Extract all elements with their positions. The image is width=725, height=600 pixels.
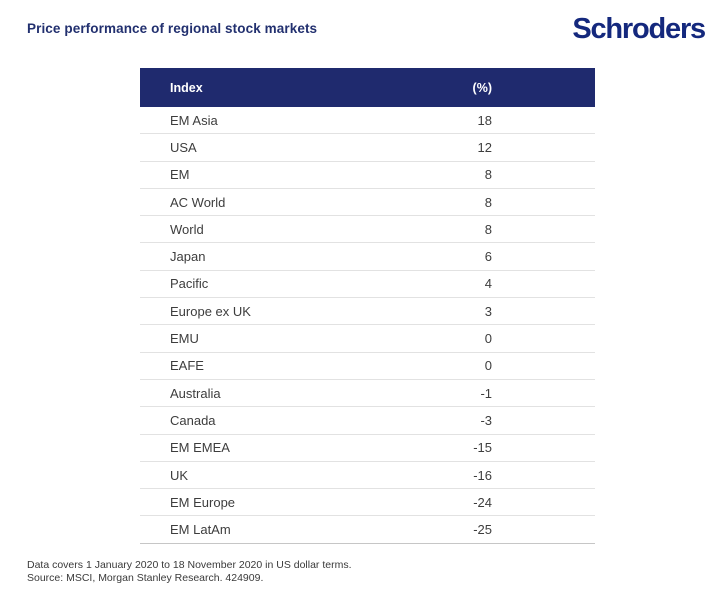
- column-header-percent: (%): [472, 80, 492, 95]
- value-cell: -3: [480, 412, 492, 428]
- value-cell: 0: [484, 358, 492, 374]
- index-cell: Japan: [170, 249, 206, 265]
- performance-table: Index (%) EM Asia 18 USA 12 EM 8 AC Worl…: [140, 68, 595, 544]
- value-cell: 8: [484, 221, 492, 237]
- table-row: EAFE 0: [140, 353, 595, 380]
- table-row: EM Europe -24: [140, 489, 595, 517]
- table-row: Pacific 4: [140, 271, 595, 299]
- footnote-coverage: Data covers 1 January 2020 to 18 Novembe…: [27, 559, 352, 571]
- index-cell: AC World: [170, 194, 226, 210]
- table-row: Japan 6: [140, 243, 595, 271]
- index-cell: EAFE: [170, 358, 204, 374]
- footnote-source: Source: MSCI, Morgan Stanley Research. 4…: [27, 572, 264, 584]
- table-row: EMU 0: [140, 325, 595, 353]
- index-cell: Europe ex UK: [170, 303, 251, 319]
- index-cell: EMU: [170, 331, 199, 347]
- index-cell: UK: [170, 467, 189, 483]
- index-cell: EM EMEA: [170, 440, 230, 456]
- table-row: EM Asia 18: [140, 107, 595, 135]
- table-row: Europe ex UK 3: [140, 298, 595, 326]
- index-cell: Canada: [170, 412, 216, 428]
- table-row: UK -16: [140, 462, 595, 490]
- table-row: Australia -1: [140, 380, 595, 408]
- schroders-logo: Schroders: [572, 13, 706, 45]
- index-cell: Australia: [170, 385, 221, 401]
- value-cell: -25: [473, 522, 492, 538]
- index-cell: USA: [170, 139, 197, 155]
- column-header-index: Index: [170, 80, 203, 95]
- value-cell: 12: [477, 139, 492, 155]
- index-cell: Pacific: [170, 276, 209, 292]
- index-cell: EM: [170, 167, 190, 183]
- value-cell: 3: [484, 303, 492, 319]
- value-cell: 8: [484, 194, 492, 210]
- index-cell: World: [170, 221, 204, 237]
- value-cell: -1: [480, 385, 492, 401]
- page-title: Price performance of regional stock mark…: [27, 21, 318, 36]
- index-cell: EM Asia: [170, 112, 218, 128]
- value-cell: 0: [484, 331, 492, 347]
- table-header-row: Index (%): [140, 68, 595, 107]
- footnote: Data covers 1 January 2020 to 18 Novembe…: [27, 559, 352, 585]
- table-row: USA 12: [140, 134, 595, 162]
- table-body: EM Asia 18 USA 12 EM 8 AC World 8 World …: [140, 107, 595, 544]
- value-cell: -16: [473, 467, 492, 483]
- table-row: EM LatAm -25: [140, 516, 595, 544]
- value-cell: -15: [473, 440, 492, 456]
- index-cell: EM Europe: [170, 494, 236, 510]
- table-row: EM 8: [140, 162, 595, 189]
- value-cell: 6: [484, 249, 492, 265]
- table-row: World 8: [140, 216, 595, 244]
- value-cell: 8: [484, 167, 492, 183]
- table-row: EM EMEA -15: [140, 435, 595, 462]
- index-cell: EM LatAm: [170, 522, 231, 538]
- value-cell: 4: [484, 276, 492, 292]
- table-row: Canada -3: [140, 407, 595, 435]
- value-cell: -24: [473, 494, 492, 510]
- table-row: AC World 8: [140, 189, 595, 217]
- value-cell: 18: [477, 112, 492, 128]
